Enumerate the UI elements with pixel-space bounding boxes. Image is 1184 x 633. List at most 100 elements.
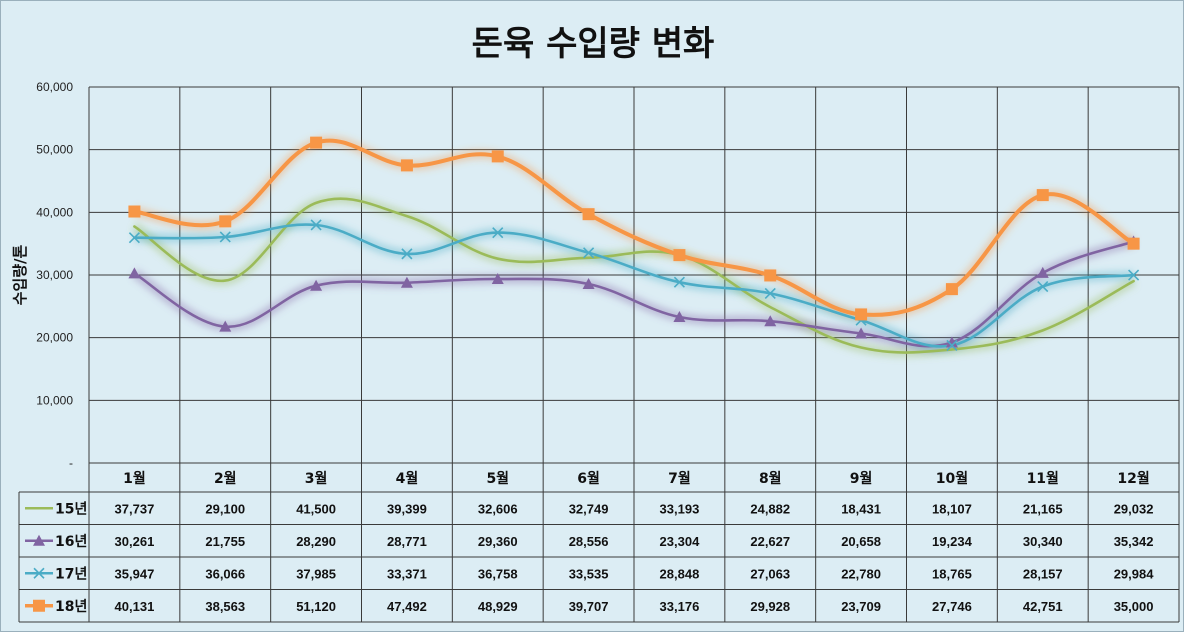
table-cell: 51,120 <box>296 599 336 614</box>
series-18년-point <box>219 215 232 228</box>
series-15년-line <box>133 197 1135 354</box>
series-16년-point <box>764 315 777 327</box>
series-18년-point <box>491 150 504 163</box>
series-17년-point-stroke <box>673 276 685 288</box>
category-label: 6월 <box>577 470 600 487</box>
series-17년-point <box>310 219 322 231</box>
category-label: 11월 <box>1027 470 1059 487</box>
table-cell: 22,780 <box>841 566 881 581</box>
table-cell: 40,131 <box>115 599 155 614</box>
series-17년-point <box>764 287 776 299</box>
table-cell: 37,985 <box>296 566 336 581</box>
legend-marker-17년 <box>33 567 45 579</box>
series-17년-point-stroke <box>1128 269 1140 281</box>
series-18년-point <box>673 249 686 262</box>
series-18년-point <box>945 283 958 296</box>
series-17년-point <box>946 339 958 351</box>
table-cell: 29,032 <box>1114 501 1154 516</box>
category-label: 9월 <box>850 470 873 487</box>
y-tick-label: 40,000 <box>36 205 73 219</box>
series-16년-point <box>400 276 413 288</box>
series-18년-point <box>400 159 413 172</box>
series-17년-point-stroke <box>401 248 413 260</box>
series-16년-point <box>582 278 595 290</box>
series-17년-point <box>401 248 413 260</box>
series-17년-line <box>133 223 1135 348</box>
table-cell: 30,261 <box>115 534 155 549</box>
table-cell: 36,066 <box>205 566 245 581</box>
table-cell: 23,709 <box>841 599 881 614</box>
table-cell: 37,737 <box>115 501 155 516</box>
series-16년-point <box>1036 266 1049 278</box>
table-cell: 19,234 <box>932 534 973 549</box>
series-17년-point-stroke <box>946 339 958 351</box>
category-label: 2월 <box>214 470 237 487</box>
gridlines <box>18 86 1180 623</box>
category-label: 4월 <box>396 470 419 487</box>
y-tick-label: 30,000 <box>36 268 73 282</box>
table-cell: 48,929 <box>478 599 518 614</box>
series-18년-line <box>132 138 1136 317</box>
table-cell: 29,100 <box>205 501 245 516</box>
table-cell: 47,492 <box>387 599 427 614</box>
table-cell: 33,176 <box>660 599 700 614</box>
table-cell: 41,500 <box>296 501 336 516</box>
series-16년-line <box>133 240 1135 348</box>
series-17년-point <box>583 247 595 259</box>
table-cell: 21,755 <box>205 534 245 549</box>
category-label: 1월 <box>123 470 146 487</box>
series-18년-point <box>128 205 141 218</box>
series-17년-point-stroke <box>492 227 504 239</box>
series-18년-point <box>855 308 868 321</box>
table-cell: 30,340 <box>1023 534 1063 549</box>
table-cell: 35,947 <box>115 566 155 581</box>
table-cell: 18,765 <box>932 566 972 581</box>
legend-marker-16년 <box>33 534 45 546</box>
series-17년-point-stroke <box>1037 280 1049 293</box>
legend-marker-17년-stroke <box>33 567 45 579</box>
table-cell: 29,984 <box>1114 566 1155 581</box>
table-cell: 32,606 <box>478 501 518 516</box>
table-cell: 33,535 <box>569 566 609 581</box>
table-cell: 35,000 <box>1114 599 1154 614</box>
table-cell: 35,342 <box>1114 534 1154 549</box>
series-lines <box>132 138 1136 354</box>
table-cell: 42,751 <box>1023 599 1063 614</box>
series-16년-point <box>945 336 958 348</box>
table-cell: 27,063 <box>750 566 790 581</box>
series-17년-point-stroke <box>764 287 776 299</box>
y-tick-label: 10,000 <box>36 393 73 407</box>
data-table: 1월 2월 3월 4월 5월 6월 7월 8월 9월 10월 11월 12월 15년 37,737 29,1… <box>25 470 1154 615</box>
chart-title: 돈육 수입량 변화 <box>472 24 715 64</box>
table-cell: 20,658 <box>841 534 881 549</box>
table-cell: 38,563 <box>205 599 245 614</box>
series-18년-point <box>1036 189 1049 202</box>
y-axis-label: 수입량/톤 <box>11 244 29 305</box>
category-label: 7월 <box>668 470 691 487</box>
table-cell: 28,771 <box>387 534 427 549</box>
table-cell: 18,107 <box>932 501 972 516</box>
y-tick-label: 20,000 <box>36 331 73 345</box>
y-tick-label: 60,000 <box>36 80 73 94</box>
y-tick-label: 50,000 <box>36 143 73 157</box>
y-tick-label: - <box>69 456 73 470</box>
series-16년-point <box>128 267 141 279</box>
y-axis-ticks: - 10,000 20,000 30,000 40,000 50,000 60,000 <box>36 80 73 470</box>
series-17년-point <box>673 276 685 288</box>
table-cell: 33,371 <box>387 566 427 581</box>
series-18년-point <box>582 208 595 221</box>
table-cell: 23,304 <box>660 534 701 549</box>
category-label: 8월 <box>759 470 782 487</box>
table-cell: 28,848 <box>660 566 700 581</box>
series-17년-point-stroke <box>219 231 231 243</box>
table-cell: 28,556 <box>569 534 609 549</box>
category-label: 3월 <box>305 470 328 487</box>
series-17년-point-stroke <box>128 232 140 244</box>
table-cell: 27,746 <box>932 599 972 614</box>
table-cell: 28,290 <box>296 534 336 549</box>
category-label: 12월 <box>1117 470 1149 487</box>
series-16년-point <box>673 310 686 322</box>
series-18년-point <box>310 136 323 149</box>
